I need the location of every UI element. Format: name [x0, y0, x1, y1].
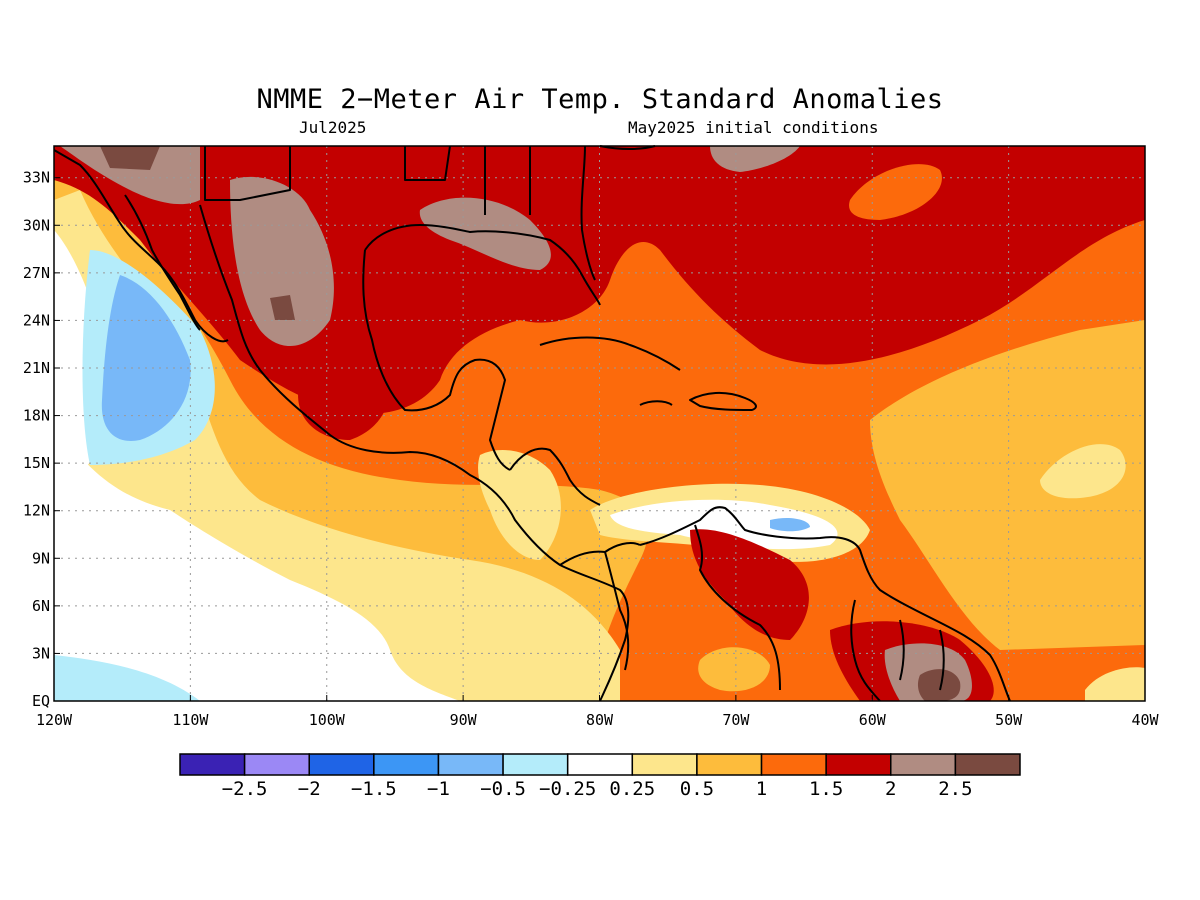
lon-tick-label: 90W [450, 711, 478, 729]
colorbar-label: 2 [885, 778, 896, 800]
border-us-states [404, 145, 451, 181]
lon-tick-label: 110W [172, 711, 209, 729]
colorbar-label: 2.5 [938, 778, 972, 800]
island-cuba [539, 336, 681, 371]
colorbar-swatch [308, 753, 375, 776]
anomaly-se-corner-light [1085, 667, 1145, 701]
colorbar-swatch [825, 753, 892, 776]
colorbar-swatch [631, 753, 698, 776]
colorbar-swatch [566, 753, 634, 776]
colorbar-label: −1.5 [351, 778, 397, 800]
anomaly-brown-nw [60, 146, 200, 205]
colorbar-swatch [502, 753, 569, 776]
colorbar-swatch [760, 753, 827, 776]
lon-tick-label: 60W [859, 711, 887, 729]
border-colombia [604, 551, 630, 671]
colorbar-swatch [954, 753, 1021, 776]
coastlines-and-borders [53, 145, 1011, 702]
lon-tick-label: 50W [995, 711, 1023, 729]
colorbar-label: −0.25 [539, 778, 596, 800]
lat-tick-label: 33N [23, 169, 50, 187]
lat-tick-label: 21N [23, 359, 50, 377]
lat-tick-label: 18N [23, 407, 50, 425]
lat-tick-label: 27N [23, 264, 50, 282]
colorbar-swatch [373, 753, 440, 776]
lat-tick-label: 12N [23, 502, 50, 520]
colorbar-swatch [179, 753, 246, 776]
island-jamaica [639, 400, 673, 406]
lon-tick-label: 70W [722, 711, 750, 729]
colorbar-label: −0.5 [480, 778, 526, 800]
colorbar-swatch [890, 753, 957, 776]
colorbar-label: 1.5 [809, 778, 843, 800]
anomaly-brown-gulfcoast [419, 197, 551, 270]
anomaly-near-normal-pacific [54, 420, 460, 701]
anomaly-caribbean-cool [770, 517, 810, 532]
coastline-pacific-mainland [199, 204, 630, 702]
border-suriname [899, 619, 905, 681]
anomaly-field [54, 146, 1145, 701]
colorbar-label: −2.5 [222, 778, 268, 800]
anomaly-brown-atlantic [710, 146, 800, 172]
coastline-south-america-north [639, 506, 1011, 702]
lat-tick-label: 15N [23, 454, 50, 472]
anomaly-guianas-darkbrown [917, 669, 961, 701]
anomaly-centralam-light [478, 450, 561, 560]
anomaly-cool-equator [54, 655, 200, 701]
colorbar-label: −1 [427, 778, 450, 800]
lat-tick-label: 6N [32, 597, 50, 615]
anomaly-venezuela-warm [690, 529, 809, 640]
colorbar-label: 0.25 [609, 778, 655, 800]
colorbar-label: 0.5 [680, 778, 714, 800]
colorbar: −2.5 −2 −1.5 −1 −0.5 −0.25 0.25 0.5 1 1.5 2 2.5 [179, 753, 1021, 800]
coastline-florida-east [580, 145, 596, 281]
anomaly-brown-mexico [230, 176, 334, 347]
forecast-month: Jul2025 [299, 118, 367, 137]
anomaly-cool-0.5 [101, 275, 191, 441]
island-hispaniola [689, 392, 757, 411]
anomaly-darkbrown-nw [100, 146, 160, 170]
anomaly-darkbrown-mexico [270, 295, 295, 320]
lon-tick-label: 80W [586, 711, 614, 729]
border-french-guiana [939, 629, 945, 691]
border-venezuela [694, 524, 781, 691]
anomaly-warm-mexico [298, 363, 389, 440]
colorbar-swatch [696, 753, 763, 776]
coastline-honduras [509, 447, 601, 506]
coastline-gulf-north [364, 224, 601, 306]
anomaly-atlantic-orange-patch [849, 164, 942, 220]
lat-tick-label: EQ [32, 692, 50, 710]
anomaly-sa-patch [698, 647, 770, 692]
anomaly-east-atlantic-0.25to0.5 [1040, 444, 1126, 499]
coastline-us-east [599, 145, 656, 150]
colorbar-label: 1 [756, 778, 767, 800]
anomaly-east-atlantic-0.5to1 [870, 320, 1145, 650]
lat-tick-label: 30N [23, 216, 50, 234]
initial-conditions-label: May2025 initial conditions [628, 118, 879, 137]
colorbar-label: −2 [298, 778, 321, 800]
border-guyana [850, 599, 881, 702]
lon-tick-label: 120W [36, 711, 73, 729]
colorbar-swatch [243, 753, 310, 776]
lat-tick-label: 9N [32, 549, 50, 567]
latitude-labels: 33N 30N 27N 24N 21N 18N 15N 12N 9N 6N 3N EQ [23, 169, 60, 710]
lat-tick-label: 24N [23, 311, 50, 329]
coastline-gulf-west-yucatan [362, 249, 511, 471]
colorbar-swatch [437, 753, 504, 776]
border-us-states-2 [484, 146, 531, 215]
border-us-mexico-west [204, 146, 291, 201]
lon-tick-label: 40W [1131, 711, 1159, 729]
lon-tick-label: 100W [309, 711, 346, 729]
coastline-gulf-of-california [124, 194, 201, 331]
map-title: NMME 2−Meter Air Temp. Standard Anomalie… [256, 84, 944, 115]
lat-tick-label: 3N [32, 644, 50, 662]
longitude-labels: 120W 110W 100W 90W 80W 70W 60W 50W 40W [36, 695, 1160, 729]
